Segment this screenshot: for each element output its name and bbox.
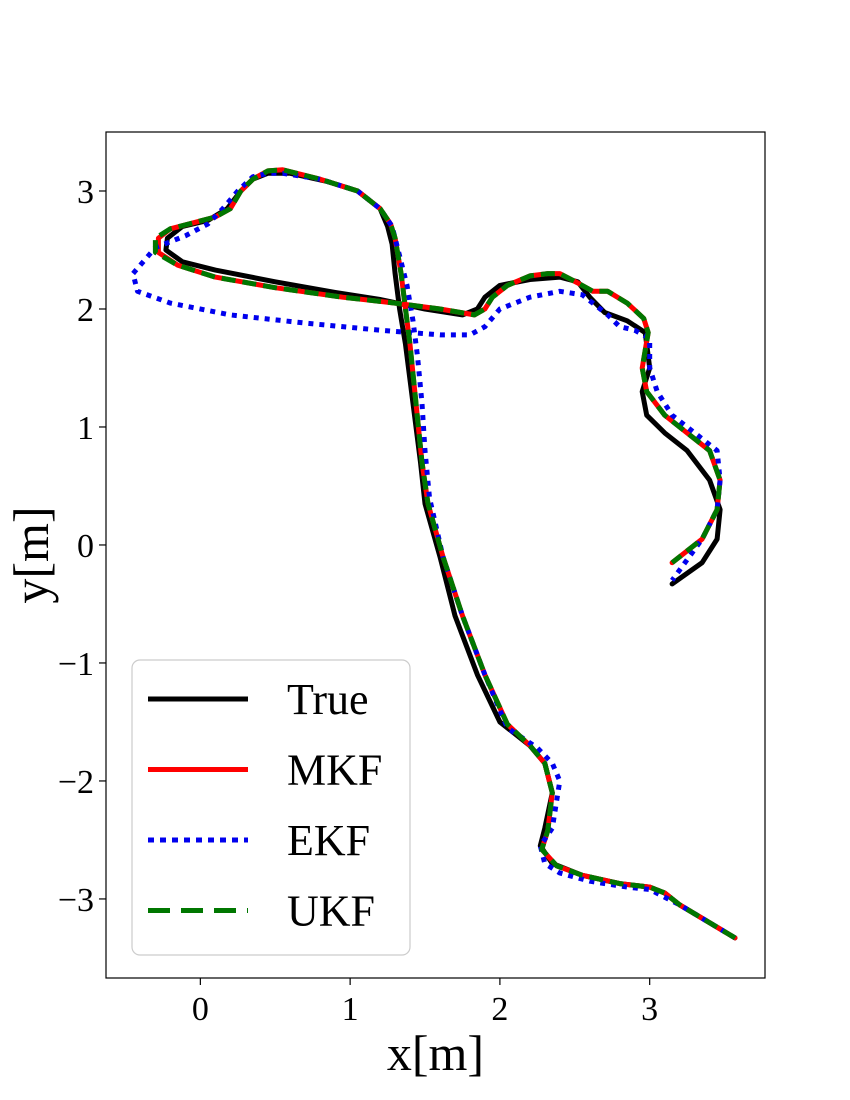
series-line-ukf (152, 167, 737, 941)
x-tick-label: 0 (192, 991, 209, 1028)
legend-label-true: True (287, 675, 369, 724)
y-axis: 3 2 1 0 −1 −2 −3 (58, 174, 106, 919)
y-axis-title: y[m] (3, 506, 59, 603)
legend-box (131, 659, 411, 956)
y-tick-label: −2 (58, 764, 94, 801)
x-tick-label: 3 (641, 991, 658, 1028)
legend-label-ukf: UKF (287, 887, 375, 936)
series-line-ekf (130, 170, 737, 941)
y-tick-label: 1 (77, 410, 94, 447)
x-axis: 0 1 2 3 (192, 978, 658, 1028)
y-tick-label: 2 (77, 292, 94, 329)
plot-area-frame (105, 131, 766, 979)
series-layer (130, 167, 738, 941)
legend-label-mkf: MKF (287, 746, 382, 795)
x-tick-label: 2 (491, 991, 508, 1028)
y-tick-label: −1 (58, 646, 94, 683)
legend-label-ekf: EKF (287, 816, 370, 865)
x-tick-label: 1 (342, 991, 359, 1028)
y-tick-label: 0 (77, 528, 94, 565)
x-axis-title: x[m] (387, 1025, 484, 1081)
y-tick-label: −3 (58, 882, 94, 919)
legend: True MKF EKF UKF (131, 659, 411, 956)
y-tick-label: 3 (77, 174, 94, 211)
